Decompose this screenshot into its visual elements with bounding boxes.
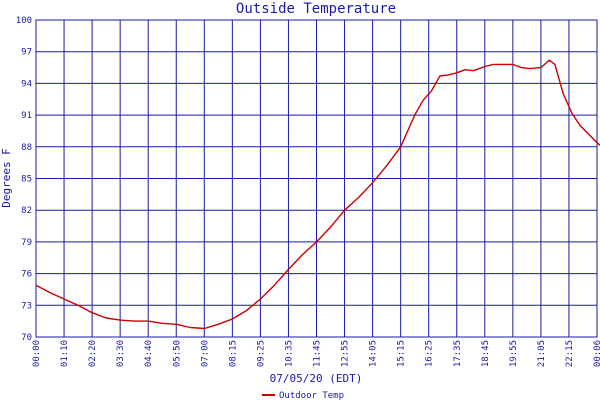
y-tick-label: 100: [16, 16, 32, 26]
y-tick-label: 76: [21, 270, 32, 280]
x-tick-label: 09:25: [256, 340, 266, 367]
y-tick-label: 97: [21, 48, 32, 58]
x-tick-label: 04:40: [144, 340, 154, 367]
y-tick-label: 70: [21, 333, 32, 343]
x-tick-label: 16:25: [425, 340, 435, 367]
x-tick-label: 00:06: [593, 340, 600, 367]
x-tick-label: 02:20: [88, 340, 98, 367]
grid: [35, 19, 598, 338]
x-tick-label: 03:30: [116, 340, 126, 367]
x-tick-label: 12:55: [341, 340, 351, 367]
y-tick-label: 94: [21, 79, 32, 89]
x-axis-ticks: 00:00 01:10 02:20 03:30 04:40 05:50 07:00 08:15…: [32, 340, 600, 367]
x-tick-label: 11:45: [313, 340, 323, 367]
legend-label: Outdoor Temp: [279, 391, 344, 400]
legend: Outdoor Temp: [262, 391, 344, 401]
x-tick-label: 05:50: [172, 340, 182, 367]
y-tick-label: 73: [21, 301, 32, 311]
y-tick-label: 79: [21, 238, 32, 248]
x-tick-label: 01:10: [60, 340, 70, 367]
x-tick-label: 08:15: [228, 340, 238, 367]
x-axis-label: 07/05/20 (EDT): [270, 372, 363, 385]
chart-title: Outside Temperature: [236, 1, 396, 17]
y-tick-label: 88: [21, 143, 32, 153]
series-layer: [35, 59, 600, 330]
x-tick-label: 07:00: [200, 340, 210, 367]
series-line-outdoor-temp: [35, 59, 600, 330]
x-tick-label: 10:35: [284, 340, 294, 367]
x-tick-label: 21:05: [537, 340, 547, 367]
y-tick-label: 91: [21, 111, 32, 121]
x-tick-label: 17:35: [453, 340, 463, 367]
x-tick-label: 00:00: [32, 340, 42, 367]
y-axis-label: Degrees F: [0, 148, 13, 208]
y-axis-ticks: 70 73 76 79 82 85 88 91 94 97 100: [16, 16, 32, 343]
x-tick-label: 19:55: [509, 340, 519, 367]
x-tick-label: 22:15: [565, 340, 575, 367]
y-tick-label: 82: [21, 206, 32, 216]
x-tick-label: 15:15: [397, 340, 407, 367]
y-tick-label: 85: [21, 175, 32, 185]
x-tick-label: 18:45: [481, 340, 491, 367]
x-tick-label: 14:05: [369, 340, 379, 367]
